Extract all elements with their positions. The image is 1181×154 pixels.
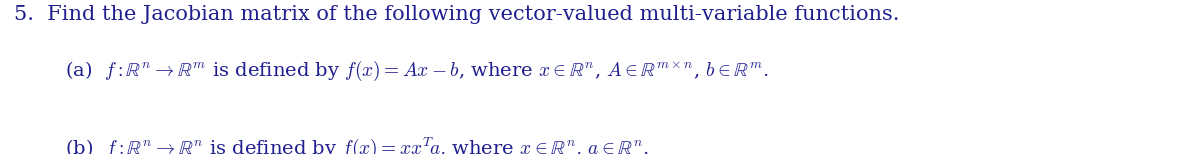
Text: 5.  Find the Jacobian matrix of the following vector-valued multi-variable funct: 5. Find the Jacobian matrix of the follo…: [14, 5, 900, 24]
Text: (a)  $f: \mathbb{R}^n \rightarrow \mathbb{R}^m$ is defined by $f(x) = Ax - b$, w: (a) $f: \mathbb{R}^n \rightarrow \mathbb…: [65, 59, 769, 83]
Text: (b)  $f: \mathbb{R}^n \rightarrow \mathbb{R}^n$ is defined by $f(x) = xx^T\!a$, : (b) $f: \mathbb{R}^n \rightarrow \mathbb…: [65, 136, 650, 154]
